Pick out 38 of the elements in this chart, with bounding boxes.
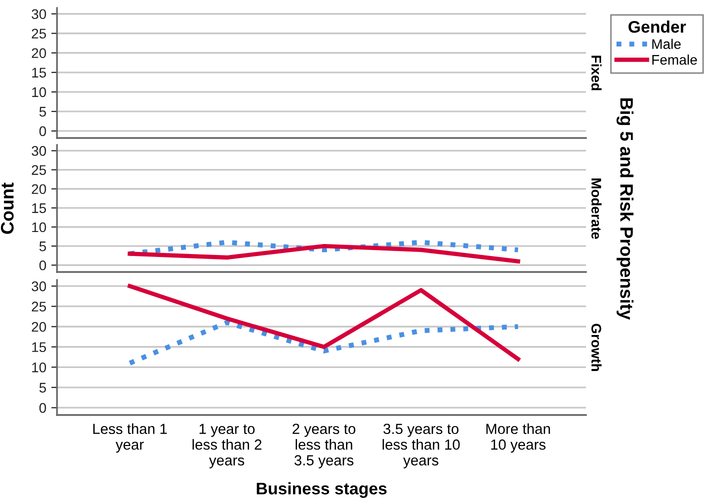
text: Fixed xyxy=(591,56,602,90)
y-tick-label: 10 xyxy=(32,362,46,372)
legend-title: Gender xyxy=(628,20,686,33)
y-tick-label: 30 xyxy=(32,9,46,20)
y-tick-label: 10 xyxy=(32,222,46,232)
line-series xyxy=(127,320,520,366)
y-tick-label: 15 xyxy=(32,203,46,214)
text: Moderate xyxy=(591,178,602,239)
y-tick-label: 30 xyxy=(32,146,46,156)
y-tick-label: 5 xyxy=(39,106,46,117)
line-series xyxy=(128,284,520,362)
y-tick-label: 15 xyxy=(32,68,46,78)
y-tick-label: 30 xyxy=(32,281,46,292)
y-tick-label: 15 xyxy=(32,342,46,352)
line-series xyxy=(128,244,520,264)
y-tick-label: 20 xyxy=(32,322,46,332)
x-tick-label: 2 years to less than 3.5 years xyxy=(292,424,356,468)
y-tick-label: 5 xyxy=(39,382,46,393)
y-tick-label: 25 xyxy=(32,302,46,312)
x-tick-label: 1 year to less than 2 years xyxy=(192,424,262,468)
legend-label: Female xyxy=(652,54,697,65)
y-tick-label: 25 xyxy=(32,165,46,175)
y-axis-title: Count xyxy=(0,182,14,234)
y-tick-label: 25 xyxy=(32,28,46,39)
legend-label: Male xyxy=(652,38,681,50)
x-tick-label: More than 10 years xyxy=(486,423,550,453)
y-tick-label: 0 xyxy=(39,126,46,136)
y-tick-label: 20 xyxy=(32,48,46,58)
x-tick-label: 3.5 years to less than 10 years xyxy=(382,424,460,468)
x-tick-label: Less than 1 year xyxy=(93,423,167,453)
x-axis-title: Business stages xyxy=(256,482,387,498)
y2-axis-title: Big 5 and Risk Propensity xyxy=(616,98,634,320)
y-tick-label: 0 xyxy=(39,260,46,270)
y-tick-label: 10 xyxy=(32,87,46,98)
y-tick-label: 5 xyxy=(39,242,46,252)
y-tick-label: 20 xyxy=(32,184,46,194)
text: Growth xyxy=(591,324,602,371)
y-tick-label: 0 xyxy=(39,403,46,413)
